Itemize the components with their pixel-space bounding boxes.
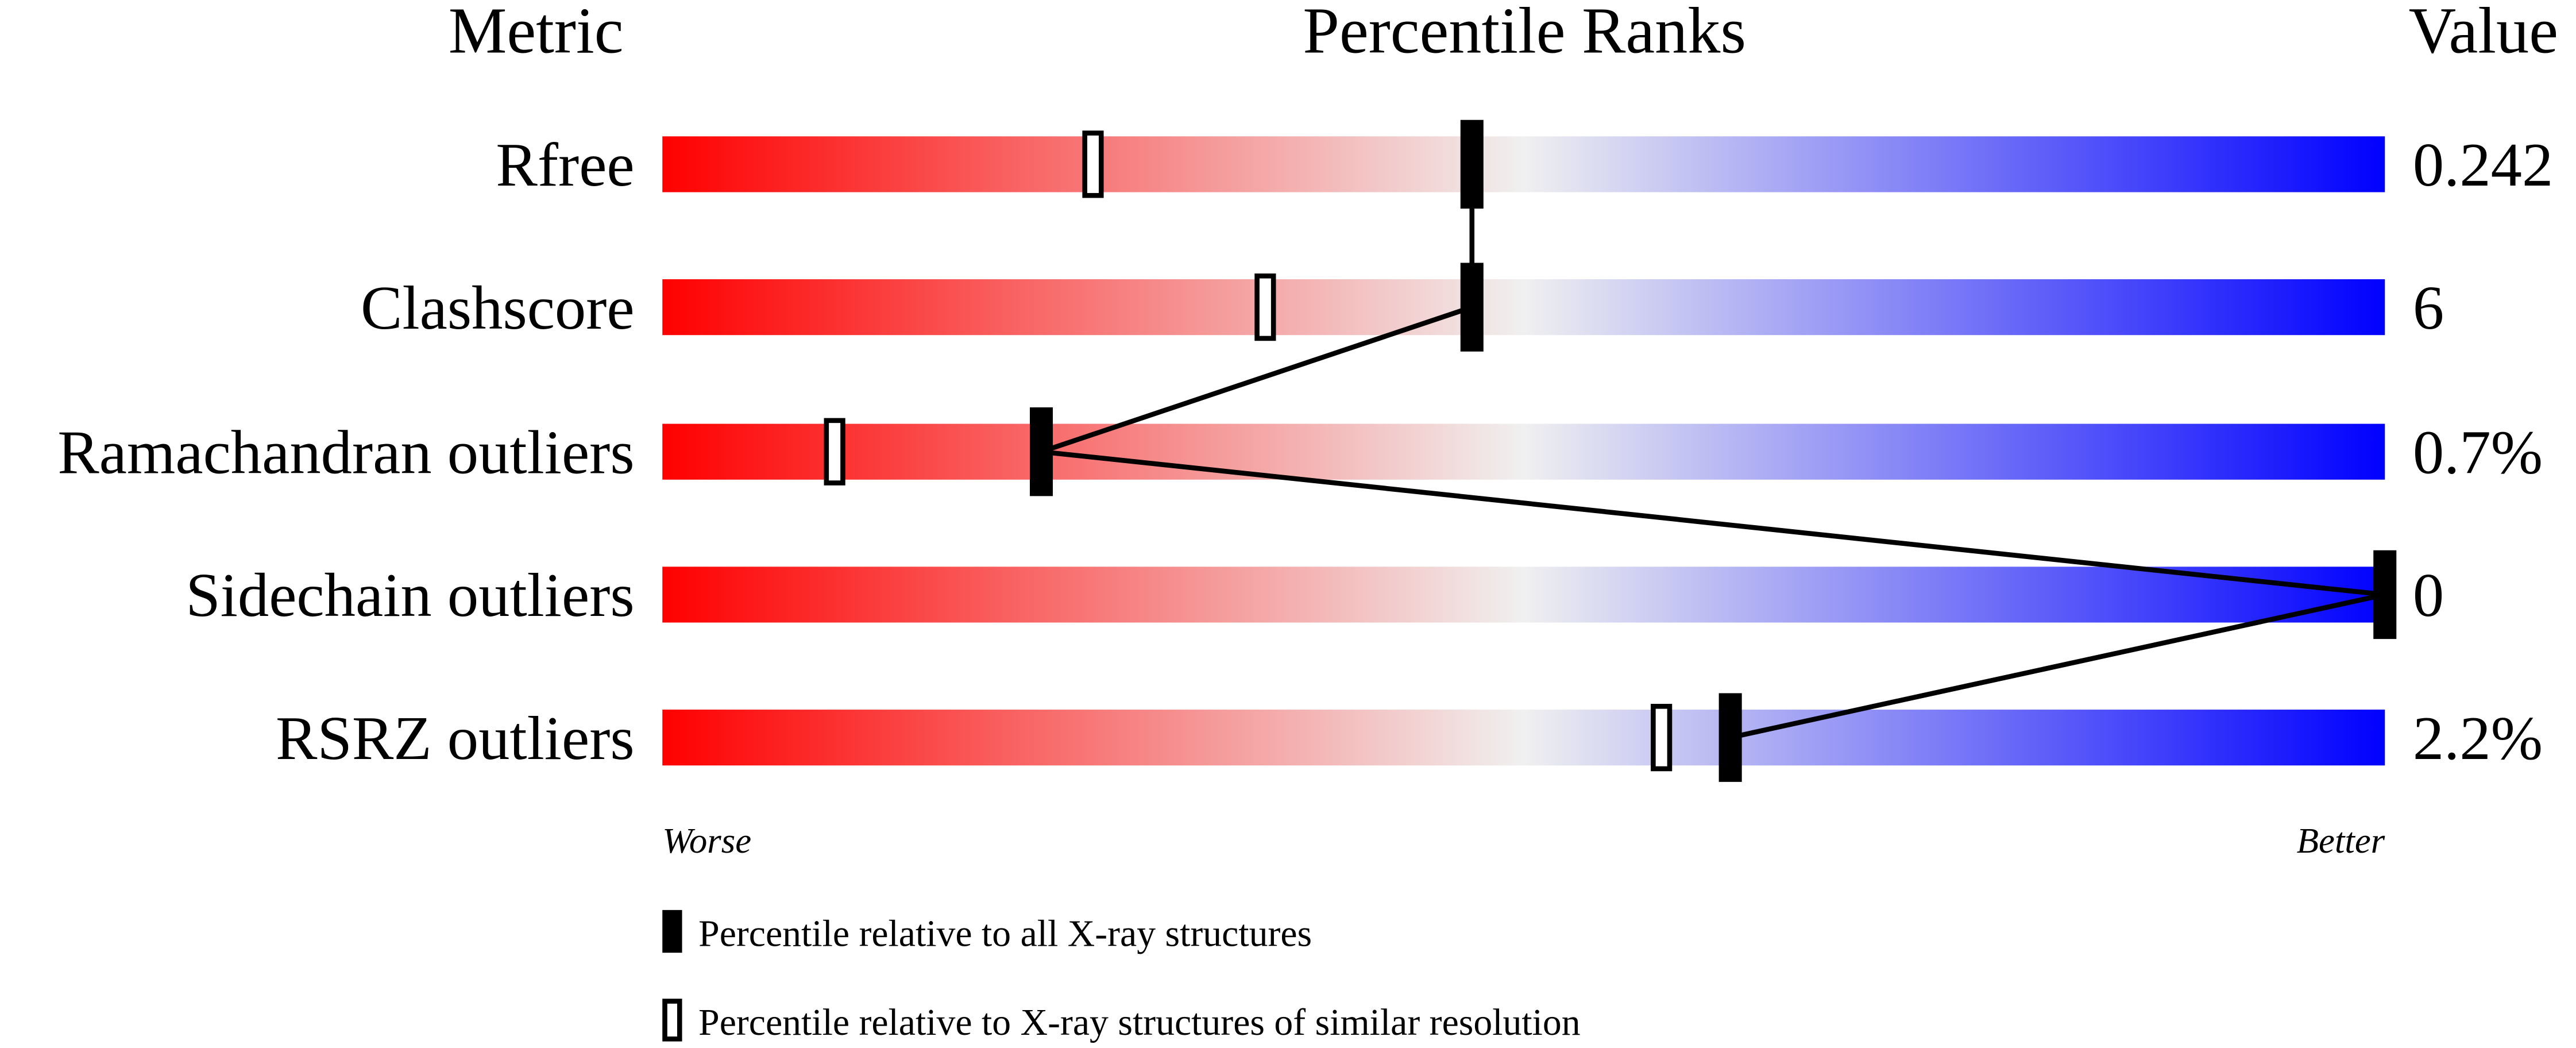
metric-label: Clashscore xyxy=(361,273,635,342)
marker-similar-resolution xyxy=(824,418,845,486)
legend-label-similar: Percentile relative to X-ray structures … xyxy=(698,1001,1581,1043)
percentile-bar xyxy=(662,136,2385,192)
marker-all-structures xyxy=(1460,263,1484,352)
metric-label: Sidechain outliers xyxy=(186,561,634,630)
percentile-bar xyxy=(662,567,2385,623)
metric-value: 0.242 xyxy=(2413,130,2553,199)
percentile-bar xyxy=(662,423,2385,480)
percentile-bar xyxy=(662,710,2385,766)
header-percentile-ranks: Percentile Ranks xyxy=(1303,0,1746,67)
marker-all-structures xyxy=(1460,120,1484,209)
marker-all-structures xyxy=(1030,407,1053,496)
metric-value: 0 xyxy=(2413,561,2444,630)
percentile-bar xyxy=(662,279,2385,336)
legend-open-marker xyxy=(662,999,682,1042)
legend-label-all: Percentile relative to all X-ray structu… xyxy=(698,913,1312,955)
metric-value: 0.7% xyxy=(2413,418,2543,487)
metric-label: RSRZ outliers xyxy=(276,704,635,773)
marker-similar-resolution xyxy=(1254,273,1276,341)
metric-value: 2.2% xyxy=(2413,704,2543,773)
axis-label-worse: Worse xyxy=(662,820,751,861)
metric-label: Rfree xyxy=(496,130,634,199)
marker-all-structures xyxy=(2373,550,2397,639)
header-value: Value xyxy=(2409,0,2558,67)
marker-similar-resolution xyxy=(1651,704,1673,772)
header-metric: Metric xyxy=(449,0,624,67)
axis-label-better: Better xyxy=(2297,820,2385,861)
metric-label: Ramachandran outliers xyxy=(57,418,634,487)
marker-all-structures xyxy=(1718,693,1742,782)
metric-value: 6 xyxy=(2413,273,2444,342)
marker-similar-resolution xyxy=(1082,130,1104,198)
legend-filled-marker xyxy=(662,910,682,953)
